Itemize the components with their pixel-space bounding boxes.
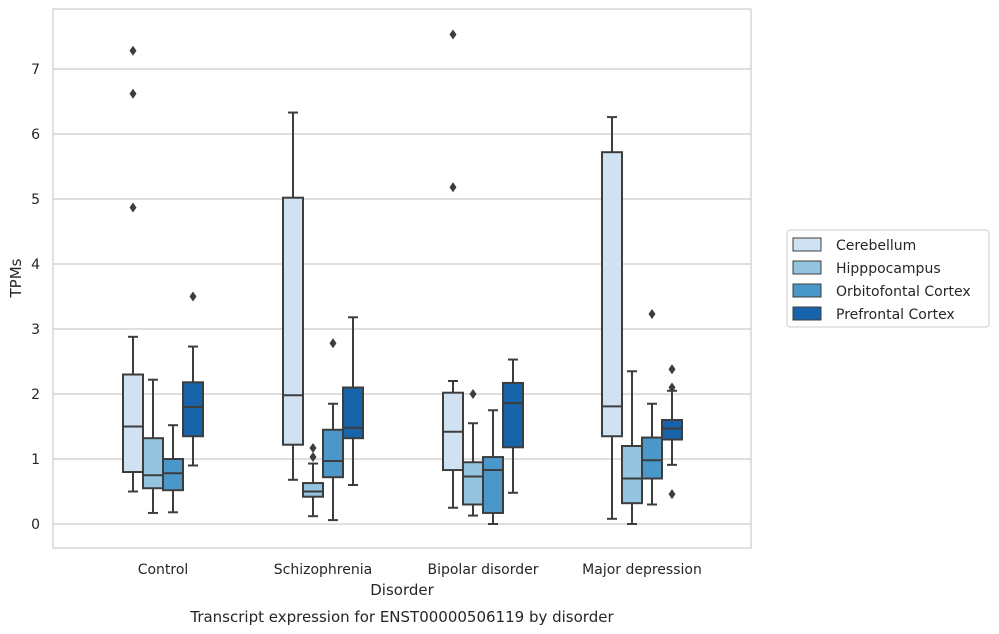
- y-tick-label: 0: [31, 517, 40, 533]
- outlier-point: [129, 88, 137, 99]
- legend: Cerebellum Hipppocampus Orbitofontal Corte…: [786, 229, 990, 328]
- box-0-2: [442, 29, 464, 509]
- y-tick-label: 4: [31, 257, 40, 273]
- y-tick-label: 5: [31, 192, 40, 208]
- y-tick-label: 1: [31, 452, 40, 468]
- box-2-1: [322, 338, 344, 522]
- box-1-1: [302, 442, 324, 518]
- box-body: [342, 386, 364, 440]
- outlier-point: [329, 338, 337, 349]
- box-body: [182, 381, 204, 438]
- x-tick-label: Schizophrenia: [274, 562, 372, 578]
- box-body: [661, 419, 683, 441]
- box-2-2: [482, 409, 504, 525]
- outlier-point: [129, 202, 137, 213]
- plot-frame: [52, 8, 752, 549]
- box-body: [621, 445, 643, 505]
- y-tick-labels: 0 1 2 3 4 5 6 7: [31, 62, 40, 533]
- legend-swatch: [792, 283, 822, 298]
- box-0-1: [282, 111, 304, 481]
- outlier-point: [129, 45, 137, 56]
- box-body: [282, 196, 304, 446]
- box-body: [502, 381, 524, 449]
- box-body: [162, 458, 184, 492]
- y-axis-title: TPMs: [7, 258, 25, 298]
- y-tick-label: 7: [31, 62, 40, 78]
- outlier-point: [668, 489, 676, 500]
- outlier-point: [189, 291, 197, 302]
- box-body: [641, 436, 663, 480]
- box-body: [462, 461, 484, 506]
- legend-swatch: [792, 237, 822, 252]
- legend-label: Cerebellum: [836, 238, 916, 254]
- y-tick-label: 3: [31, 322, 40, 338]
- legend-item: Hipppocampus: [792, 260, 941, 277]
- x-axis-title: Disorder: [370, 581, 434, 599]
- legend-frame: [786, 229, 990, 328]
- legend-label: Prefrontal Cortex: [836, 307, 955, 323]
- outlier-point: [469, 389, 477, 399]
- box-0-3: [601, 116, 623, 520]
- outlier-point: [668, 382, 676, 393]
- box-body: [322, 428, 344, 479]
- outlier-point: [309, 452, 317, 463]
- x-tick-label: Major depression: [582, 562, 702, 578]
- box-3-2: [502, 358, 524, 494]
- box-1-2: [462, 389, 484, 517]
- y-tick-label: 2: [31, 387, 40, 403]
- box-body: [601, 151, 623, 438]
- box-3-3: [661, 364, 683, 500]
- legend-label: Orbitofontal Cortex: [836, 284, 971, 300]
- y-tick-label: 6: [31, 127, 40, 143]
- legend-item: Cerebellum: [792, 237, 916, 254]
- plot-layer: [122, 29, 683, 525]
- legend-item: Orbitofontal Cortex: [792, 283, 971, 300]
- box-1-3: [621, 370, 643, 525]
- chart-caption: Transcript expression for ENST0000050611…: [189, 608, 614, 626]
- x-tick-label: Bipolar disorder: [427, 562, 538, 578]
- outlier-point: [309, 442, 317, 453]
- box-body: [482, 456, 504, 514]
- legend-swatch: [792, 260, 822, 275]
- outlier-point: [449, 29, 457, 40]
- legend-label: Hipppocampus: [836, 261, 941, 277]
- box-body: [142, 437, 164, 490]
- box-3-0: [182, 291, 204, 467]
- box-1-0: [142, 378, 164, 514]
- x-tick-labels: Control Schizophrenia Bipolar disorder Majo…: [138, 562, 702, 578]
- legend-swatch: [792, 306, 822, 321]
- box-body: [302, 482, 324, 498]
- outlier-point: [668, 364, 676, 375]
- outlier-point: [648, 309, 656, 320]
- box-2-0: [162, 424, 184, 514]
- legend-item: Prefrontal Cortex: [792, 306, 955, 323]
- box-3-1: [342, 316, 364, 486]
- box-0-0: [122, 45, 144, 493]
- x-tick-label: Control: [138, 562, 189, 578]
- box-body: [122, 373, 144, 473]
- box-2-3: [641, 309, 663, 506]
- outlier-point: [449, 182, 457, 193]
